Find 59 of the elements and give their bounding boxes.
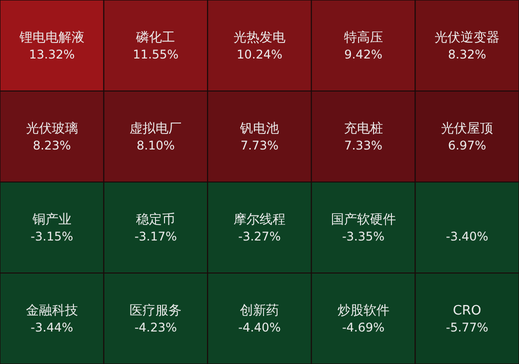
data-label: -4.23% bbox=[134, 320, 177, 334]
cell: 创新药 -4.40% bbox=[207, 272, 312, 364]
cell: 金融科技 -3.44% bbox=[0, 272, 104, 364]
cell: 稳定币 -3.17% bbox=[103, 182, 208, 274]
cell: 光伏玻璃 8.23% bbox=[0, 90, 104, 182]
category-label: 光伏屋顶 bbox=[441, 122, 494, 136]
cell: 医疗服务 -4.23% bbox=[103, 272, 208, 364]
data-label: -4.40% bbox=[238, 320, 281, 334]
category-label: 充电桩 bbox=[344, 122, 383, 136]
cell: 炒股软件 -4.69% bbox=[310, 272, 416, 364]
category-label: 光热发电 bbox=[234, 30, 286, 46]
data-label: 9.42% bbox=[344, 48, 382, 62]
data-label: 7.73% bbox=[240, 138, 279, 152]
cell: 锂电电解液 13.32% bbox=[0, 0, 104, 92]
category-label: 磷化工 bbox=[135, 30, 176, 46]
data-label: -3.40% bbox=[446, 230, 488, 244]
data-label: -3.44% bbox=[30, 320, 74, 334]
category-label: 医疗服务 bbox=[130, 304, 182, 318]
cell: 钒电池 7.73% bbox=[207, 90, 312, 182]
category-label: 创新药 bbox=[240, 304, 279, 318]
cell: 光热发电 10.24% bbox=[207, 0, 312, 92]
category-label: 国产软硬件 bbox=[330, 212, 396, 228]
category-label: 特高压 bbox=[344, 30, 383, 46]
category-label: CRO bbox=[452, 304, 482, 318]
data-label: 8.32% bbox=[448, 48, 486, 62]
data-label: 6.97% bbox=[448, 138, 486, 152]
category-label: 光伏逆变器 bbox=[434, 30, 500, 46]
cell: 特高压 9.42% bbox=[310, 0, 416, 92]
cell: 磷化工 11.55% bbox=[103, 0, 208, 92]
data-label: 7.33% bbox=[344, 138, 382, 152]
data-label: 8.23% bbox=[32, 138, 71, 152]
data-label: -4.69% bbox=[342, 320, 385, 334]
data-label: -3.35% bbox=[342, 230, 385, 244]
data-label: -5.77% bbox=[446, 320, 488, 334]
cell: 铜产业 -3.15% bbox=[0, 182, 104, 274]
category-label: 光伏玻璃 bbox=[26, 122, 78, 136]
cell: 光伏屋顶 6.97% bbox=[414, 90, 519, 182]
data-label: -3.27% bbox=[238, 230, 281, 244]
data-label: 13.32% bbox=[29, 48, 75, 62]
category-label: 稳定币 bbox=[136, 212, 176, 228]
cell: 虚拟电厂 8.10% bbox=[103, 90, 208, 182]
data-label: 10.24% bbox=[236, 48, 282, 62]
cell: 充电桩 7.33% bbox=[310, 90, 416, 182]
category-label: 铜产业 bbox=[31, 212, 72, 228]
cell: 国产软硬件 -3.35% bbox=[310, 182, 416, 274]
category-label: 炒股软件 bbox=[337, 304, 390, 318]
category-label: 虚拟电厂 bbox=[130, 122, 182, 136]
category-label: 摩尔线程 bbox=[234, 212, 286, 228]
cell: CRO -5.77% bbox=[414, 272, 519, 364]
cell: -3.40% bbox=[414, 182, 519, 274]
category-label: 金融科技 bbox=[26, 304, 78, 318]
category-label: 钒电池 bbox=[239, 122, 279, 136]
data-label: 8.10% bbox=[136, 138, 175, 152]
data-label: -3.15% bbox=[30, 230, 74, 244]
data-label: -3.17% bbox=[134, 230, 177, 244]
cell: 光伏逆变器 8.32% bbox=[414, 0, 519, 92]
category-label: 锂电电解液 bbox=[18, 30, 84, 46]
data-label: 11.55% bbox=[132, 48, 179, 62]
cell: 摩尔线程 -3.27% bbox=[207, 182, 312, 274]
